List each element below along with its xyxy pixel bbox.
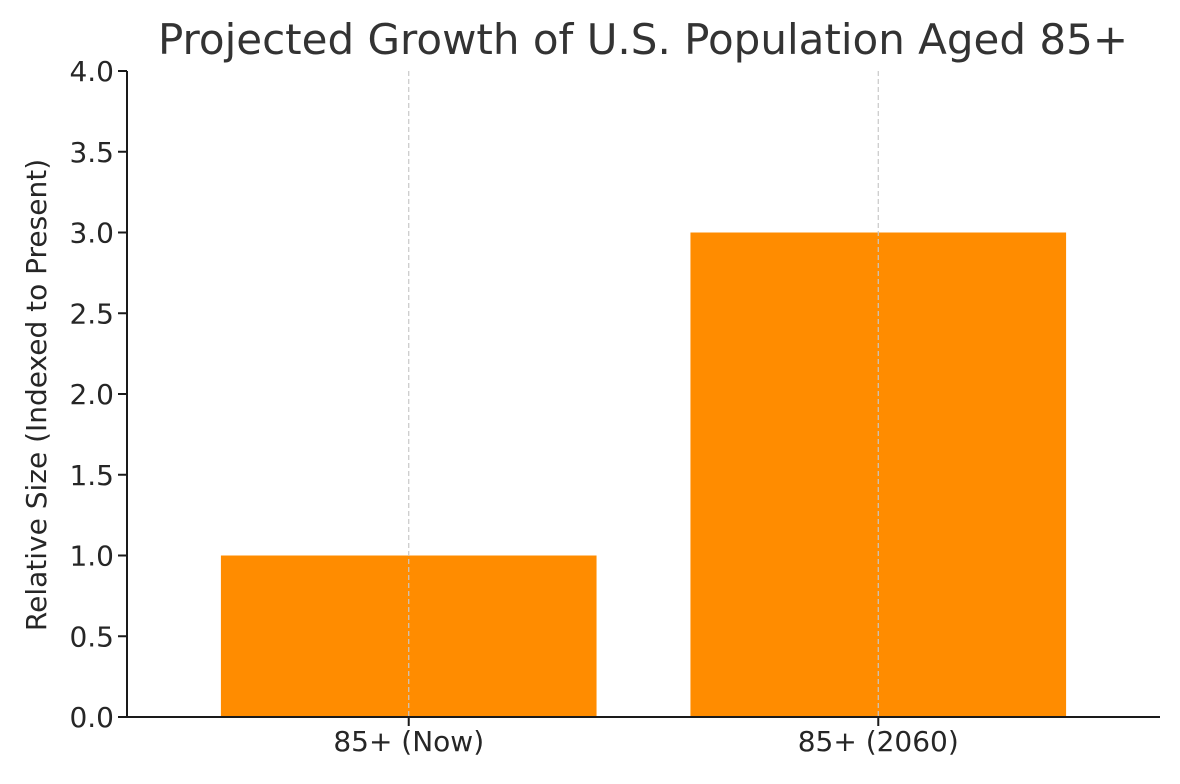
y-ticks: 0.0 0.5 1.0 1.5 2.0 2.5 3.0 3.5 4.0 [69, 55, 127, 734]
y-tick-label-1: 0.5 [69, 620, 114, 653]
y-tick-label-6: 3.0 [69, 217, 114, 250]
y-tick-label-8: 4.0 [69, 55, 114, 88]
bars [220, 232, 1067, 717]
x-ticks: 85+ (Now) 85+ (2060) [333, 717, 959, 758]
grid-lines-overlay [408, 71, 879, 717]
y-tick-label-4: 2.0 [69, 378, 114, 411]
y-tick-label-3: 1.5 [69, 459, 114, 492]
x-tick-label-0: 85+ (Now) [333, 725, 484, 758]
y-axis-label: Relative Size (Indexed to Present) [20, 159, 53, 631]
chart-title: Projected Growth of U.S. Population Aged… [158, 15, 1128, 64]
y-tick-label-2: 1.0 [69, 540, 114, 573]
y-tick-label-0: 0.0 [69, 701, 114, 734]
x-tick-label-1: 85+ (2060) [798, 725, 959, 758]
y-tick-label-5: 2.5 [69, 297, 114, 330]
y-tick-label-7: 3.5 [69, 136, 114, 169]
